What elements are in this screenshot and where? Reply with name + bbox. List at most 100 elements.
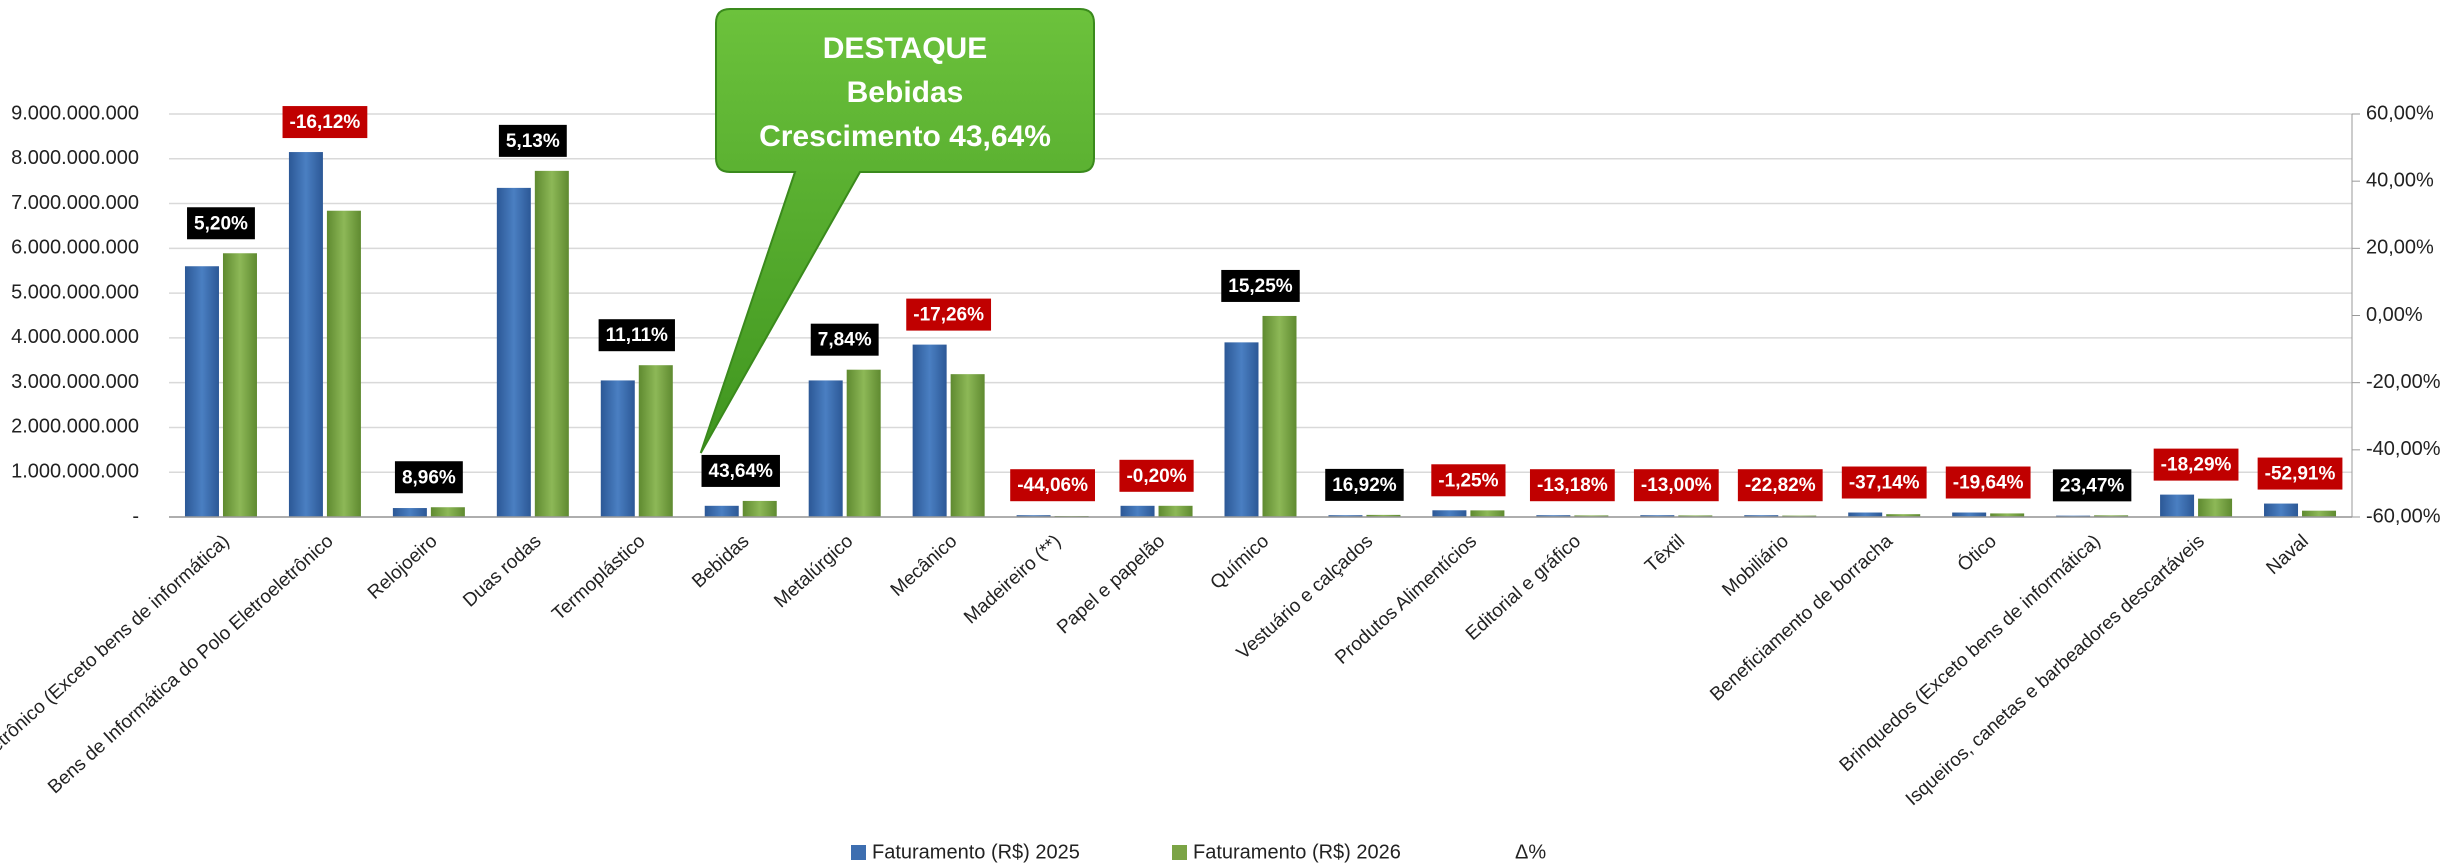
delta-label: 5,13%	[498, 124, 567, 157]
bar	[1848, 512, 1883, 517]
delta-label: -16,12%	[282, 106, 368, 139]
y2-tick-label: -20,00%	[2366, 371, 2441, 393]
bar	[2160, 494, 2195, 517]
x-tick-label: Bebidas	[688, 531, 753, 593]
y2-tick-label: 60,00%	[2366, 102, 2434, 124]
bar	[846, 369, 881, 517]
y2-tick-label: 40,00%	[2366, 169, 2434, 191]
delta-box	[1431, 464, 1506, 497]
delta-label: 11,11%	[598, 319, 675, 352]
y-tick-label: 2.000.000.000	[11, 416, 139, 438]
delta-label: 15,25%	[1221, 269, 1300, 302]
bar	[600, 380, 635, 517]
delta-label: -19,64%	[1945, 466, 2031, 499]
delta-text: -22,82%	[1745, 475, 1816, 496]
delta-box	[906, 298, 992, 331]
delta-box	[498, 124, 567, 157]
bar	[1328, 515, 1363, 517]
x-tick-label: Editorial e gráfico	[1462, 531, 1585, 645]
bar	[912, 344, 947, 517]
bar	[1536, 515, 1571, 517]
bar	[1366, 514, 1401, 517]
bar	[1574, 515, 1609, 517]
y-tick-label: 3.000.000.000	[11, 371, 139, 393]
y-tick-label: 7.000.000.000	[11, 192, 139, 214]
x-tick-label: Metalúrgico	[770, 531, 857, 612]
delta-box	[701, 454, 780, 487]
legend-swatch	[1172, 845, 1187, 860]
bar	[742, 500, 777, 517]
delta-label: -13,00%	[1633, 469, 1719, 502]
bar	[1744, 515, 1779, 517]
bar	[1990, 513, 2025, 517]
delta-text: 7,84%	[818, 330, 872, 351]
y-tick-label: 9.000.000.000	[11, 102, 139, 124]
callout	[699, 8, 1095, 454]
delta-box	[1119, 459, 1194, 492]
delta-text: -44,06%	[1017, 475, 1088, 496]
delta-text: 5,13%	[506, 131, 560, 152]
x-tick-label: Madeireiro (**)	[960, 531, 1065, 629]
bar	[2198, 498, 2233, 517]
bar	[1470, 510, 1505, 517]
delta-text: -13,00%	[1641, 475, 1712, 496]
callout-text: Crescimento 43,64%	[759, 120, 1051, 153]
y2-tick-label: -60,00%	[2366, 505, 2441, 527]
delta-label: 7,84%	[810, 323, 879, 356]
delta-box	[1633, 469, 1719, 502]
delta-box	[1945, 466, 2031, 499]
delta-label: -44,06%	[1010, 469, 1095, 502]
delta-text: 11,11%	[606, 325, 668, 346]
bar	[496, 187, 531, 517]
bar	[1120, 505, 1155, 517]
x-tick-label: Relojoeiro	[364, 531, 442, 604]
delta-label: -17,26%	[906, 298, 992, 331]
delta-box	[2052, 469, 2132, 502]
delta-label: -0,20%	[1119, 459, 1194, 492]
bar	[222, 253, 257, 517]
delta-label: 5,20%	[187, 207, 255, 240]
bar	[1952, 512, 1987, 517]
delta-label: -37,14%	[1841, 466, 1927, 499]
bar	[1016, 515, 1051, 517]
delta-box	[1010, 469, 1095, 502]
y2-tick-label: 20,00%	[2366, 237, 2434, 259]
bar	[2302, 510, 2337, 517]
bar	[808, 380, 843, 517]
bar	[2264, 503, 2299, 517]
legend-label: Δ%	[1515, 841, 1546, 863]
legend-label: Faturamento (R$) 2025	[872, 841, 1080, 863]
x-tick-label: Químico	[1207, 531, 1274, 594]
delta-text: -18,29%	[2161, 455, 2232, 476]
delta-box	[1221, 269, 1300, 302]
y-tick-label: 6.000.000.000	[11, 237, 139, 259]
bar	[638, 365, 673, 517]
bar	[184, 266, 219, 517]
callout-text: Bebidas	[847, 76, 964, 109]
x-tick-label: Ótico	[1953, 530, 2001, 576]
delta-box	[2257, 457, 2343, 490]
delta-text: 8,96%	[402, 467, 456, 488]
delta-box	[187, 207, 255, 240]
legend-swatch	[851, 845, 866, 860]
delta-text: -37,14%	[1849, 473, 1920, 494]
delta-text: -1,25%	[1438, 470, 1498, 491]
delta-text: 23,47%	[2060, 475, 2125, 496]
bar	[1158, 505, 1193, 517]
bar	[534, 170, 569, 517]
y-tick-label: 4.000.000.000	[11, 326, 139, 348]
delta-label: 23,47%	[2052, 469, 2132, 502]
x-tick-label: Duas rodas	[459, 531, 545, 612]
bar	[1224, 342, 1259, 517]
delta-box	[1737, 469, 1823, 502]
x-tick-label: Mobiliário	[1718, 531, 1792, 601]
delta-text: 16,92%	[1332, 475, 1397, 496]
delta-text: -52,91%	[2265, 464, 2336, 485]
delta-label: -52,91%	[2257, 457, 2343, 490]
y-tick-label: 5.000.000.000	[11, 281, 139, 303]
delta-label: 16,92%	[1325, 468, 1404, 501]
y-tick-label: -	[132, 505, 139, 527]
delta-text: 43,64%	[709, 461, 774, 482]
delta-box	[394, 461, 463, 494]
